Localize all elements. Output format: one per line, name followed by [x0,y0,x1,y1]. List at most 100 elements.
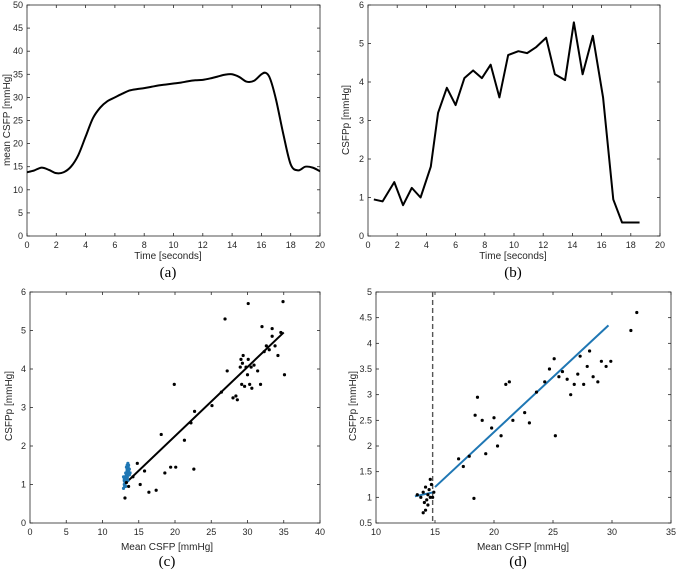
data-point [182,438,187,442]
x-tick-label: 30 [242,527,252,537]
data-point [147,490,151,494]
data-point [473,413,477,417]
x-tick-label: 40 [315,527,325,537]
data-point [475,395,480,399]
y-tick-label: 4 [21,364,26,374]
data-point [246,301,250,306]
data-point [252,363,256,367]
panel-b: Time [seconds] CSFPp [mmHg] (b) 0 2 4 6 8 10 1… [341,0,665,281]
baseline-point [122,477,126,481]
data-point [415,493,419,497]
data-point [431,495,435,499]
data-point [585,364,589,369]
data-point [472,496,476,500]
x-tick-label: 18 [626,240,636,250]
data-point [142,469,147,473]
y-tick-label: 5 [21,326,26,336]
y-tick-label: 25 [13,116,23,126]
data-point [599,359,603,363]
y-tick-label: 3 [359,116,364,126]
x-tick-label: 25 [206,527,216,537]
panel-b-caption: (b) [504,265,522,281]
data-point [507,380,511,384]
y-tick-label: 1 [367,492,372,502]
data-point [235,398,239,402]
x-tick-label: 25 [548,527,558,537]
data-point [248,382,252,386]
panel-c-ylabel: CSFPp [mmHg] [4,371,15,441]
panel-frame [375,291,672,524]
x-tick-label: 5 [64,527,69,537]
data-point [189,421,193,425]
data-point [244,365,248,369]
data-point [547,367,552,371]
data-point [543,380,547,384]
y-tick-label: 6 [21,287,26,297]
x-tick-label: 30 [607,527,617,537]
data-point [270,326,274,331]
data-point [419,495,423,499]
data-point [260,325,264,329]
series-line [27,71,320,175]
data-point [239,357,243,361]
data-point [192,409,197,413]
data-point [245,373,250,377]
data-point [238,365,242,369]
baseline-point [123,484,127,489]
x-tick-label: 12 [538,240,548,250]
panel-a-ylabel: mean CSFP [mmHg] [2,74,13,166]
panel-a: Time [seconds] mean CSFP [mmHg] (a) 0 2 4 6… [2,0,325,281]
regression-line [123,331,285,486]
data-point [279,330,283,335]
baseline-point [128,471,132,475]
data-point [560,369,565,374]
x-tick-label: 0 [27,527,32,537]
data-point [457,457,461,461]
data-point [557,375,561,379]
x-tick-label: 20 [655,240,665,250]
y-tick-label: 15 [13,162,23,172]
x-tick-label: 14 [227,240,237,250]
y-tick-label: 0.5 [359,518,372,528]
y-tick-label: 2.5 [359,415,372,425]
panel-a-xlabel: Time [seconds] [134,251,202,262]
data-point [163,471,167,475]
data-point [192,467,196,471]
x-tick-label: 20 [170,527,180,537]
x-tick-label: 4 [83,240,88,250]
data-point [174,465,178,469]
data-point [553,434,557,438]
data-point [426,503,430,507]
data-point [523,411,527,415]
data-point [123,496,127,500]
y-tick-label: 6 [359,0,364,10]
data-point [527,421,532,425]
data-point [421,511,425,515]
y-tick-label: 45 [13,23,23,33]
data-point [127,484,131,489]
x-tick-label: 2 [395,240,400,250]
y-tick-label: 1.5 [359,467,372,477]
x-tick-label: 10 [509,240,519,250]
x-tick-label: 8 [482,240,487,250]
x-tick-label: 15 [134,527,144,537]
data-point [154,488,158,492]
data-point [421,490,425,494]
y-tick-label: 4 [367,338,372,348]
y-tick-label: 3 [21,403,26,413]
data-point [225,369,229,373]
data-point [423,485,428,489]
y-tick-label: 50 [13,0,23,10]
x-tick-label: 35 [279,527,289,537]
data-point [131,475,135,479]
data-point [427,488,431,492]
x-tick-label: 6 [112,240,117,250]
data-point [262,350,266,354]
data-point [240,361,245,365]
data-point [467,454,471,458]
data-point [231,396,235,400]
x-tick-label: 35 [666,527,676,537]
data-point [572,382,576,386]
panel-b-ylabel: CSFPp [mmHg] [341,85,352,155]
data-point [511,418,515,422]
